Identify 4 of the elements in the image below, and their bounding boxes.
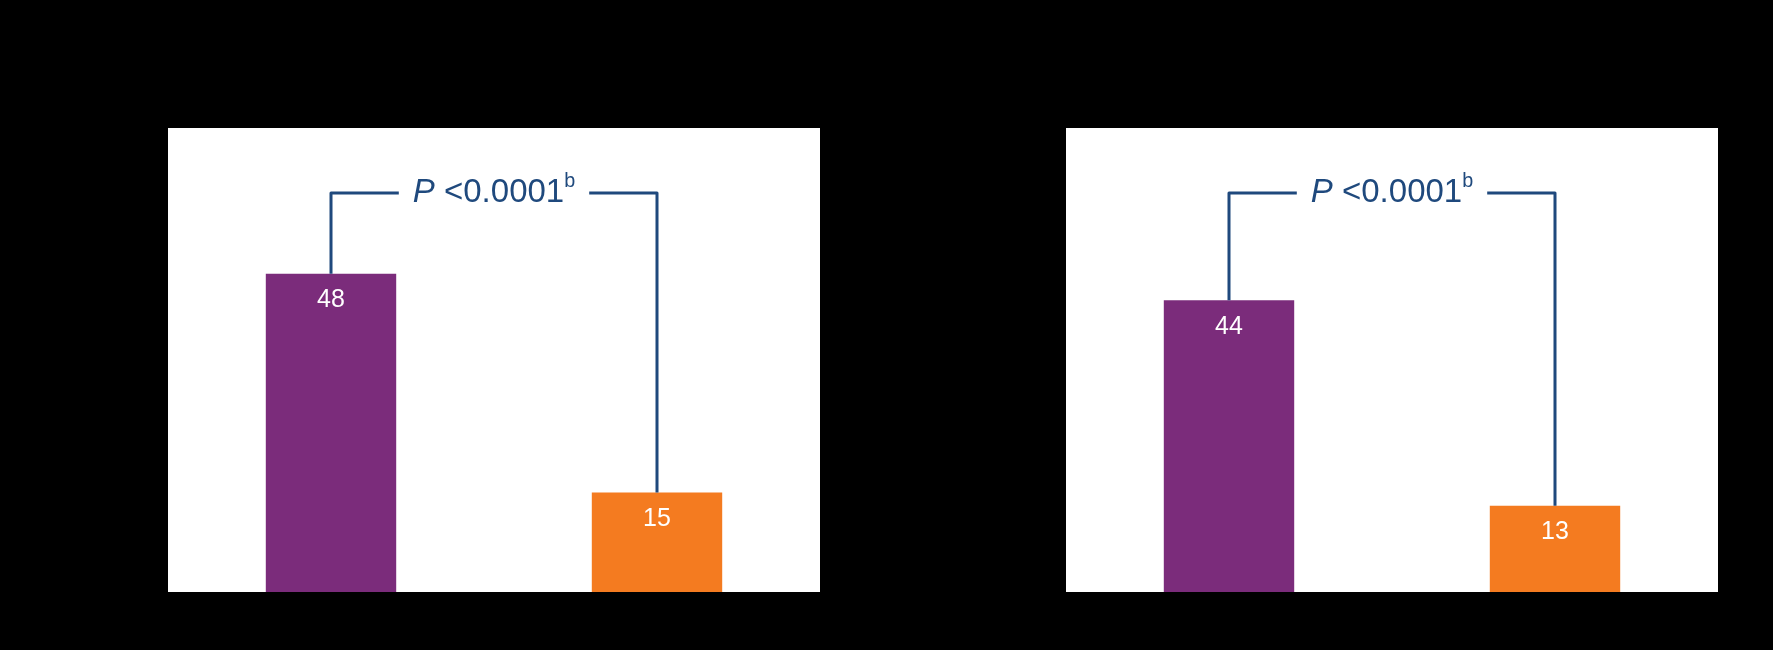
data-label: 48 xyxy=(317,284,345,313)
data-label: 13 xyxy=(1541,516,1569,545)
data-label: 44 xyxy=(1215,310,1243,339)
data-label: 15 xyxy=(643,502,671,531)
